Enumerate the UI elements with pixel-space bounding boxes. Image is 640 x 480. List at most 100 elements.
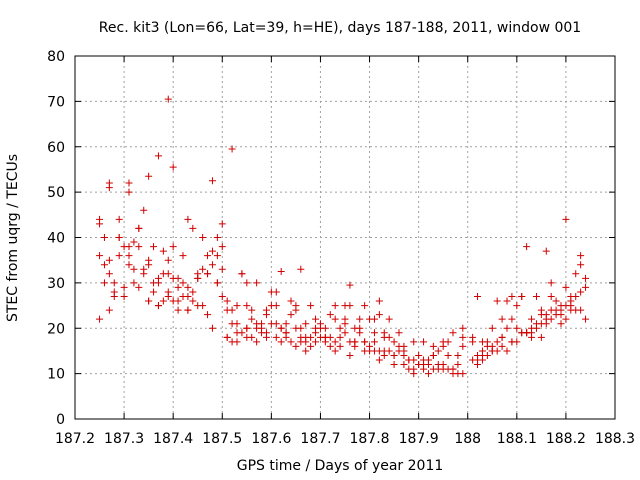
data-point — [253, 338, 261, 346]
data-point — [287, 338, 295, 346]
y-tick-label: 10 — [47, 367, 65, 383]
data-point — [375, 356, 383, 364]
data-point — [164, 270, 172, 278]
data-point — [351, 324, 359, 332]
data-point — [567, 302, 575, 310]
data-point — [459, 324, 467, 332]
data-point — [331, 347, 339, 355]
data-point — [523, 243, 531, 251]
data-point — [199, 234, 207, 241]
data-point — [302, 320, 310, 328]
data-point — [189, 297, 197, 305]
data-point — [503, 347, 511, 355]
x-tick-label: 188.3 — [595, 431, 635, 447]
data-point — [513, 338, 521, 346]
data-point — [370, 329, 378, 337]
data-point — [218, 265, 226, 273]
data-point — [287, 311, 295, 319]
data-point — [223, 306, 231, 314]
data-point — [562, 283, 570, 291]
data-point — [390, 361, 398, 369]
data-point — [208, 324, 216, 332]
data-point — [444, 351, 452, 359]
data-point — [449, 365, 457, 373]
data-point — [110, 279, 118, 287]
data-point — [410, 338, 418, 346]
data-point — [562, 215, 570, 223]
data-point — [557, 320, 565, 328]
data-point — [150, 288, 158, 296]
data-point — [528, 333, 536, 341]
data-point — [326, 311, 334, 319]
data-point — [169, 163, 177, 171]
data-point — [474, 292, 482, 300]
data-point — [248, 315, 256, 323]
data-point — [243, 302, 251, 310]
data-point — [375, 311, 383, 319]
data-point — [341, 320, 349, 328]
data-point — [135, 283, 143, 291]
data-point — [96, 315, 104, 323]
data-point — [179, 252, 187, 260]
data-point — [105, 270, 113, 278]
data-point — [302, 347, 310, 355]
data-point — [582, 283, 590, 291]
data-point — [508, 315, 516, 323]
data-point — [218, 292, 226, 300]
data-point — [316, 320, 324, 328]
data-point — [498, 342, 506, 350]
data-point — [179, 279, 187, 287]
data-point — [518, 292, 526, 300]
data-point — [557, 306, 565, 314]
data-point — [312, 315, 320, 323]
data-point — [390, 338, 398, 346]
x-tick-label: 187.2 — [55, 431, 95, 447]
data-point — [96, 220, 104, 228]
data-point — [562, 315, 570, 323]
data-point — [272, 320, 280, 328]
data-point — [420, 338, 428, 346]
data-points — [96, 95, 590, 378]
data-point — [326, 342, 334, 350]
data-point — [120, 243, 128, 251]
data-point — [415, 351, 423, 359]
data-point — [140, 206, 148, 214]
data-point — [336, 342, 344, 350]
data-point — [307, 333, 315, 341]
data-point — [493, 297, 501, 305]
data-point — [483, 351, 491, 359]
data-point — [336, 333, 344, 341]
data-point — [400, 351, 408, 359]
x-tick-label: 188.2 — [546, 431, 586, 447]
data-point — [130, 279, 138, 287]
data-point — [272, 333, 280, 341]
data-point — [503, 297, 511, 305]
data-point — [159, 247, 167, 255]
x-tick-label: 188.1 — [497, 431, 537, 447]
data-point — [346, 281, 354, 289]
y-tick-label: 50 — [47, 185, 65, 201]
data-point — [135, 224, 143, 232]
data-point — [297, 333, 305, 341]
data-point — [331, 302, 339, 310]
data-point — [331, 315, 339, 323]
data-point — [120, 283, 128, 291]
data-point — [459, 342, 467, 350]
data-point — [321, 333, 329, 341]
data-point — [282, 320, 290, 328]
data-point — [356, 315, 364, 323]
data-point — [277, 338, 285, 346]
data-point — [218, 220, 226, 228]
data-point — [96, 252, 104, 260]
data-point — [184, 283, 192, 291]
data-point — [292, 342, 300, 350]
data-point — [189, 288, 197, 296]
data-point — [174, 274, 182, 282]
data-point — [140, 265, 148, 273]
data-point — [302, 338, 310, 346]
grid — [75, 56, 615, 419]
data-point — [582, 274, 590, 282]
data-point — [115, 234, 123, 241]
data-point — [454, 351, 462, 359]
data-point — [115, 252, 123, 260]
